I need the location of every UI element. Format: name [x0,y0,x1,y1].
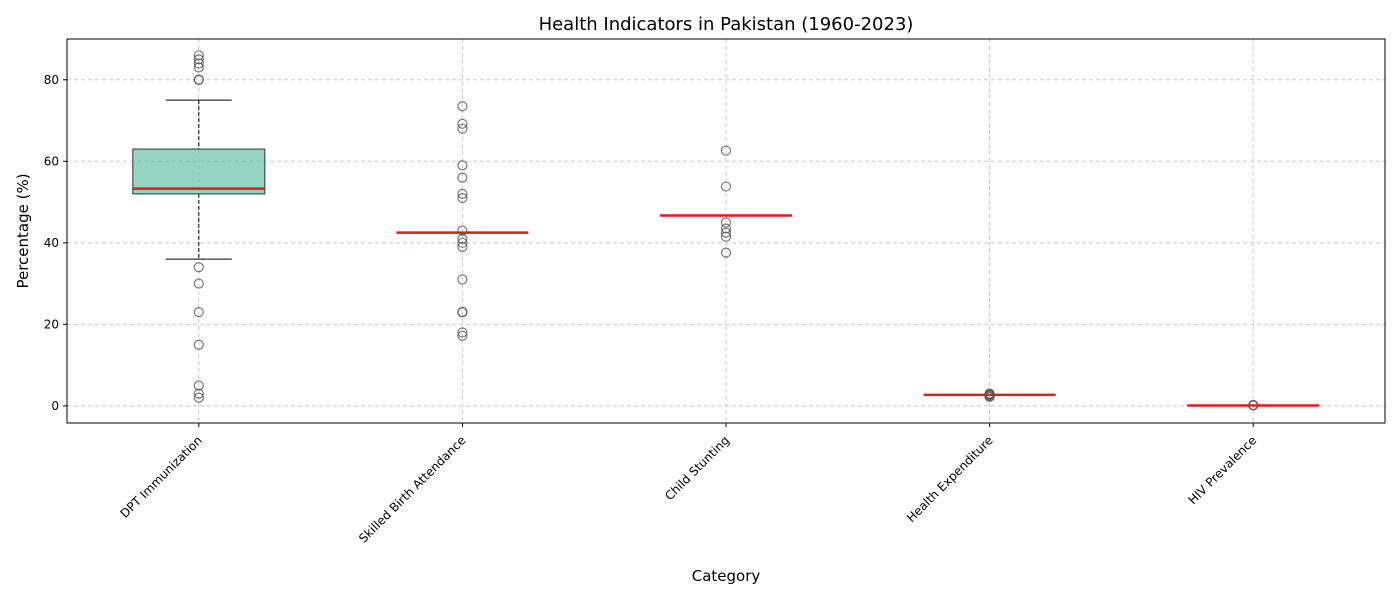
outlier-point [193,278,204,289]
x-tick-label: DPT Immunization [117,433,204,520]
outlier-point [720,145,732,156]
x-tick-label: Skilled Birth Attendance [356,433,468,545]
grid [67,39,1385,423]
outlier-point [457,160,468,171]
outlier-point [457,233,468,244]
x-tick-label: Child Stunting [662,433,732,503]
box-iqr [132,148,266,195]
y-axis-label: Percentage (%) [14,173,32,288]
outlier-point [720,181,732,192]
outliers [193,50,1259,411]
outlier-point [193,62,204,73]
chart-title: Health Indicators in Pakistan (1960-2023… [539,14,914,35]
outlier-point [457,172,468,183]
outlier-point [457,330,468,341]
outlier-point [720,231,732,242]
outlier-point [193,339,204,350]
y-tick-label: 80 [44,73,59,87]
outlier-point [457,237,468,248]
outlier-point [193,58,204,69]
x-tick-label: Health Expenditure [904,433,996,525]
outlier-point [193,392,204,403]
outlier-point [193,54,204,65]
outlier-point [720,217,732,228]
outlier-point [1248,399,1259,411]
outlier-point [457,327,468,338]
outlier-point [193,50,204,61]
outlier-point [457,101,468,112]
ticks: 0 20 40 60 80 DPT Immunization Skilled Birth A… [44,73,1260,546]
outlier-point [457,274,468,285]
outlier-point [457,118,468,129]
y-tick-label: 40 [44,236,59,250]
outlier-point [457,188,468,200]
outlier-point [193,262,204,273]
y-tick-label: 20 [44,317,59,331]
y-tick-label: 60 [44,154,59,168]
outlier-point [193,74,204,85]
outlier-point [720,247,732,258]
boxes [132,99,1320,407]
outlier-point [457,192,468,204]
outlier-point [720,227,732,238]
y-tick-label: 0 [51,399,59,413]
x-tick-label: HIV Prevalence [1185,433,1259,507]
x-axis-label: Category [692,567,761,585]
outlier-point [457,241,468,252]
outlier-point [720,223,732,234]
outlier-point [193,307,204,318]
outlier-point [193,380,204,391]
outlier-point [193,388,204,399]
outlier-point [457,225,468,236]
outlier-point [984,388,995,399]
outlier-point [457,307,468,318]
outlier-point [457,123,468,134]
